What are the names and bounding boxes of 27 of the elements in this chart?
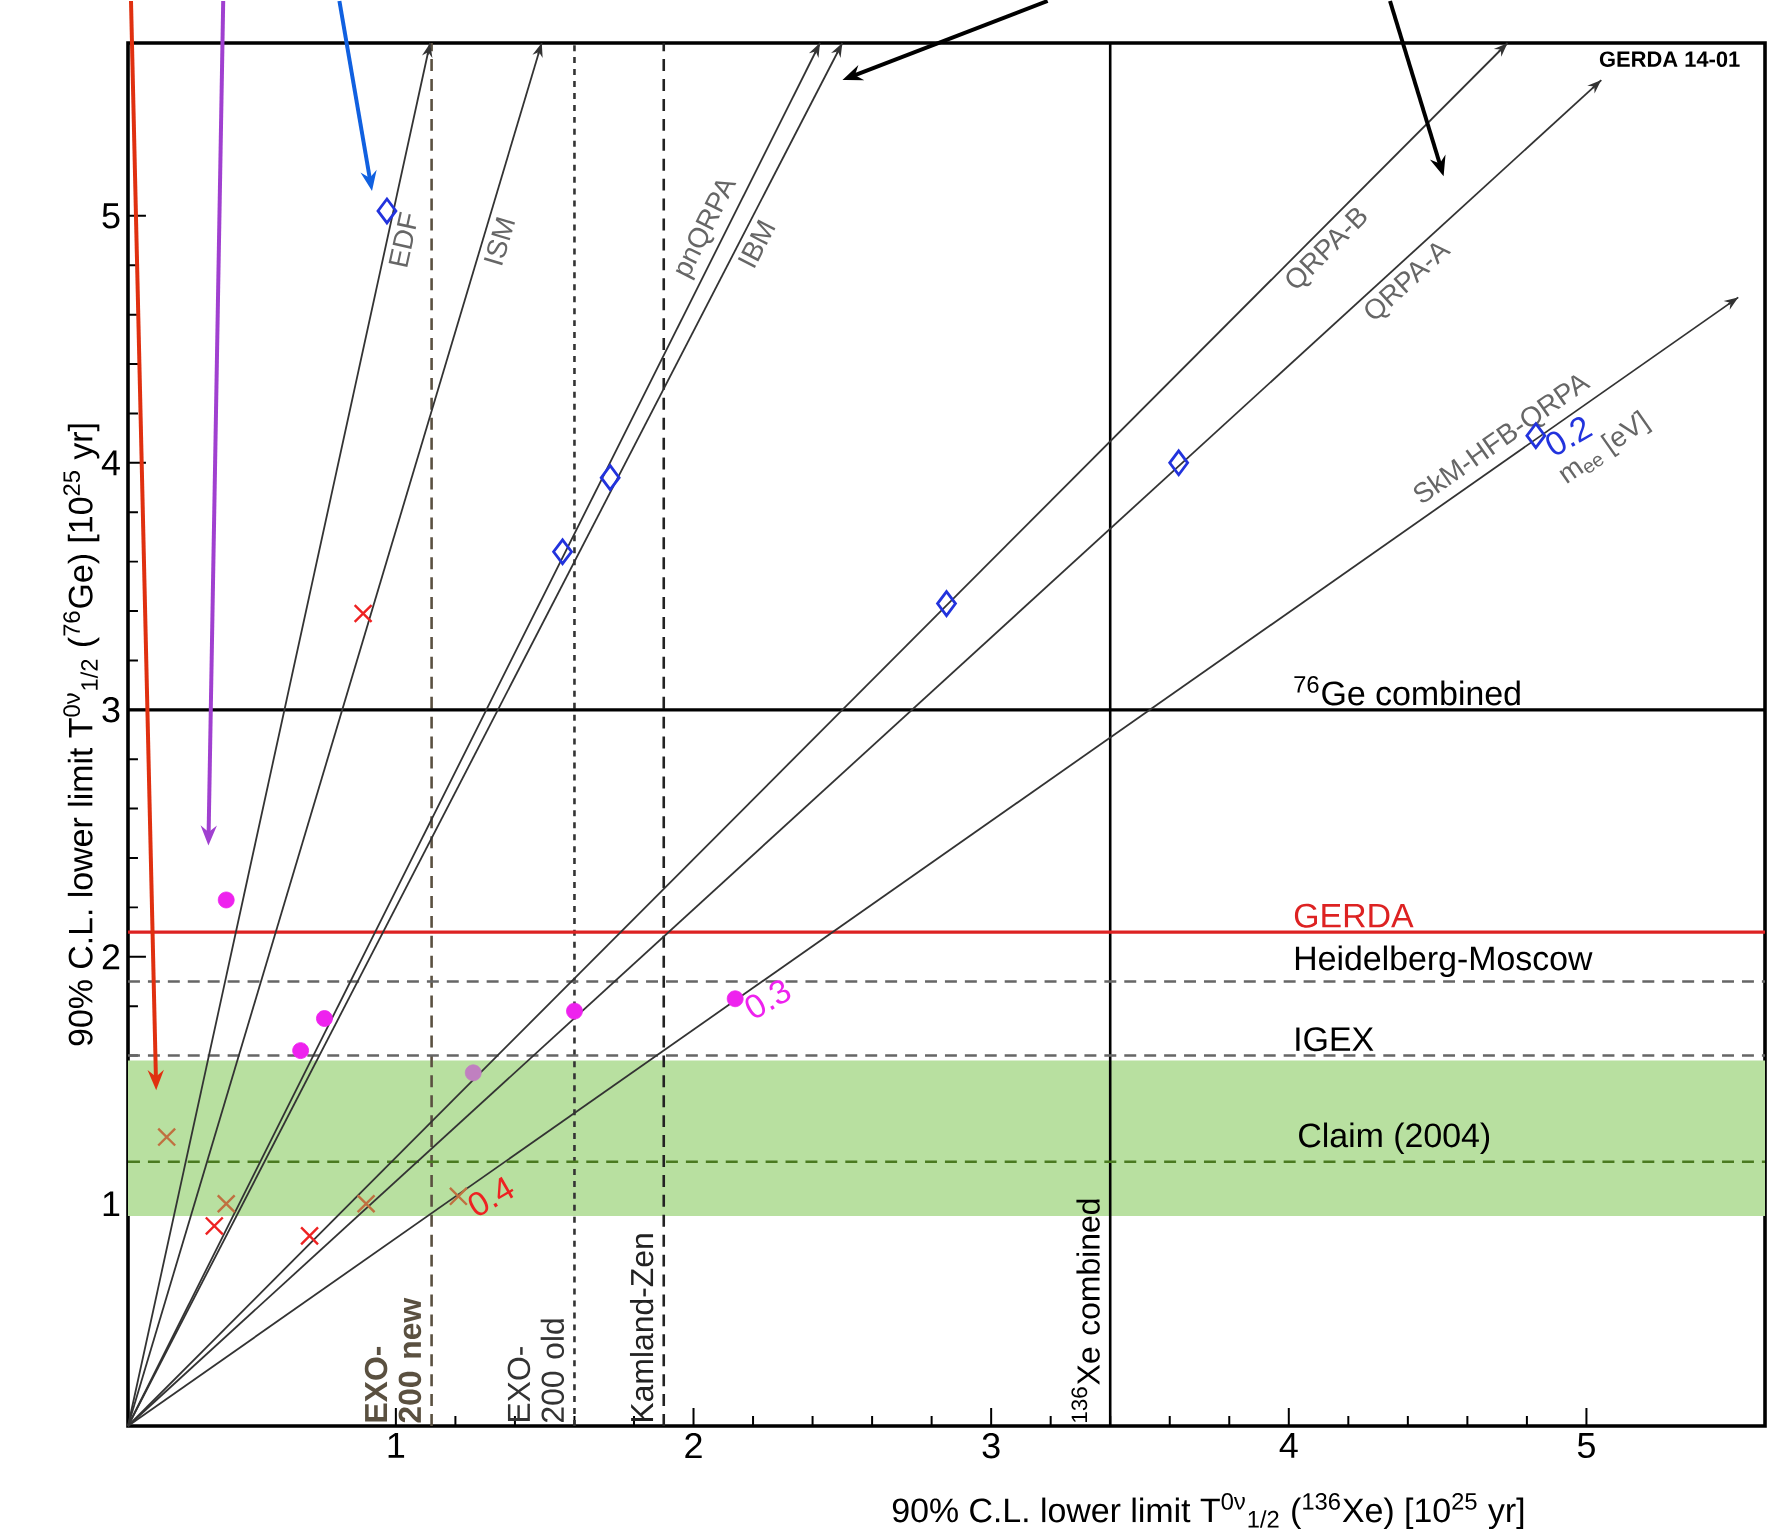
text: EDF xyxy=(388,211,417,268)
ref-line-label: $^{76}$Ge combined xyxy=(1294,676,1520,706)
y-tick-label: 4 xyxy=(101,450,120,476)
ref-line-label: IGEX xyxy=(1296,1027,1374,1052)
annotation: 0.4 xyxy=(468,1176,514,1216)
y-axis-title: 90% C.L. lower limit T$^{0ν}$$_{1/2}$ ($^{76}$Ge) [10$^{25}$ yr] xyxy=(63,424,100,1046)
y-tick-label: 2 xyxy=(102,944,120,970)
annotation: 0.3 xyxy=(745,980,791,1018)
band-label: Claim (2004) xyxy=(1299,1122,1490,1155)
ref-line-label: EXO-200 old xyxy=(507,1319,565,1423)
x-tick-label: 2 xyxy=(685,1433,702,1459)
x-tick-label: 4 xyxy=(1279,1433,1298,1458)
text: ISM xyxy=(483,216,516,266)
x-tick-label: 1 xyxy=(388,1433,405,1458)
ref-line-label: $^{136}$Xe combined xyxy=(1071,1199,1100,1422)
x-tick-label: 5 xyxy=(1577,1433,1595,1459)
ref-line-label: Kamland-Zen xyxy=(629,1234,654,1421)
x-axis-title: 90% C.L. lower limit T$^{0ν}$$_{1/2}$ ($^{136}$Xe) [10$^{25}$ yr] xyxy=(892,1493,1524,1530)
x-tick-label: 3 xyxy=(982,1433,1000,1459)
text: IBM xyxy=(737,219,776,269)
y-tick-label: 3 xyxy=(102,697,120,723)
ref-line-label: Heidelberg-Moscow xyxy=(1295,945,1593,978)
ref-line-label: EXO-200 new xyxy=(364,1297,422,1423)
y-tick-label: 5 xyxy=(102,203,120,229)
annotation: GERDA 14-01 xyxy=(1599,51,1740,67)
ref-line-label: GERDA xyxy=(1294,903,1414,928)
y-tick-label: 1 xyxy=(103,1191,120,1217)
